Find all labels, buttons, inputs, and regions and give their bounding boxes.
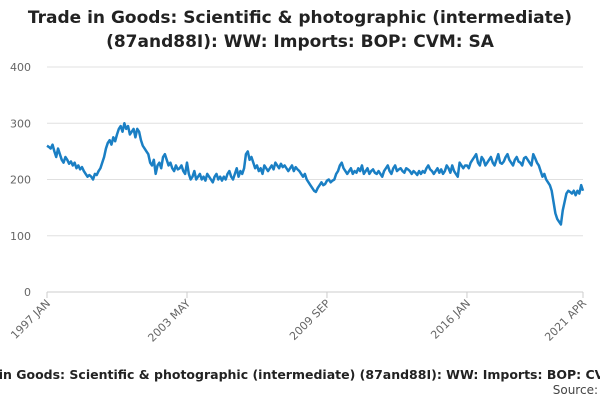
y-tick-label: 300 <box>10 117 31 130</box>
x-tick-label: 2003 MAY <box>145 297 193 345</box>
y-tick-label: 400 <box>10 61 31 74</box>
chart-title: Trade in Goods: Scientific & photographi… <box>27 8 573 52</box>
x-tick-label: 2021 APR <box>542 297 589 344</box>
y-tick-label: 100 <box>10 230 31 243</box>
x-tick-label: 1997 JAN <box>8 297 53 342</box>
x-tick-label: 2009 SEP <box>287 297 333 343</box>
y-tick-label: 0 <box>24 286 31 299</box>
data-line <box>46 122 585 226</box>
chart-caption: Trade in Goods: Scientific & photographi… <box>0 367 600 382</box>
x-tick-label: 2016 JAN <box>428 297 473 342</box>
source-label: Source: <box>553 383 598 397</box>
y-tick-label: 200 <box>10 174 31 187</box>
